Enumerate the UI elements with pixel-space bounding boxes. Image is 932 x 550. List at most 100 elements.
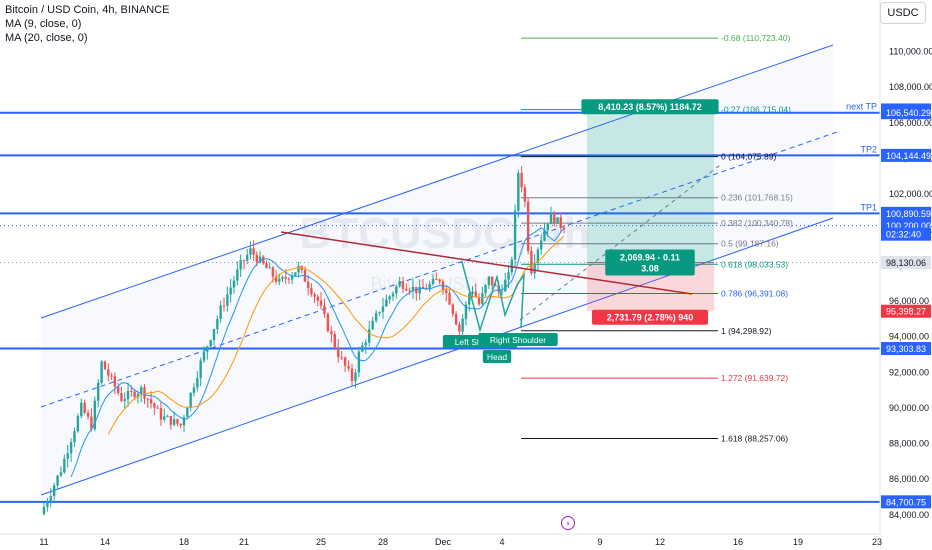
candle[interactable]	[418, 286, 421, 294]
candle[interactable]	[448, 293, 451, 305]
candle[interactable]	[123, 399, 126, 402]
candle[interactable]	[333, 333, 336, 348]
candle[interactable]	[337, 347, 340, 358]
candle[interactable]	[130, 391, 133, 393]
candle[interactable]	[411, 286, 415, 292]
candle[interactable]	[297, 266, 300, 273]
candle[interactable]	[63, 458, 66, 473]
candle[interactable]	[361, 345, 364, 352]
projection-line[interactable]	[519, 164, 721, 321]
candle[interactable]	[146, 398, 149, 400]
candle[interactable]	[76, 416, 80, 432]
lightning-icon[interactable]	[561, 516, 575, 530]
candle[interactable]	[391, 293, 395, 297]
candle[interactable]	[229, 287, 232, 295]
candle[interactable]	[202, 351, 206, 361]
candle[interactable]	[83, 402, 86, 413]
candle[interactable]	[262, 256, 265, 264]
ma9-legend[interactable]: MA (9, close, 0)	[5, 18, 82, 30]
candle[interactable]	[290, 275, 294, 280]
target-zone[interactable]	[587, 112, 714, 263]
candle[interactable]	[268, 267, 271, 269]
candle[interactable]	[249, 248, 252, 255]
candle[interactable]	[294, 272, 297, 276]
candle[interactable]	[52, 485, 56, 497]
candle[interactable]	[438, 279, 441, 282]
candle[interactable]	[347, 365, 350, 369]
candle[interactable]	[546, 223, 549, 231]
candle[interactable]	[182, 417, 186, 426]
candle[interactable]	[513, 210, 517, 260]
candle[interactable]	[236, 269, 239, 281]
candle[interactable]	[120, 393, 123, 402]
candle[interactable]	[319, 300, 323, 306]
candle[interactable]	[206, 346, 209, 352]
candle[interactable]	[59, 472, 63, 476]
candle[interactable]	[368, 329, 371, 343]
candle[interactable]	[133, 391, 136, 398]
candle[interactable]	[93, 400, 97, 430]
candle[interactable]	[364, 342, 367, 346]
candle[interactable]	[246, 254, 249, 261]
candle[interactable]	[306, 281, 310, 289]
neckline[interactable]	[280, 231, 693, 295]
price-axis[interactable]	[880, 0, 932, 550]
candle[interactable]	[388, 296, 391, 300]
candle[interactable]	[103, 361, 107, 370]
candle[interactable]	[425, 288, 428, 290]
candle[interactable]	[458, 324, 461, 332]
candle[interactable]	[199, 360, 202, 378]
candle[interactable]	[484, 285, 487, 294]
candle[interactable]	[252, 248, 255, 255]
candle[interactable]	[540, 240, 543, 250]
time-axis[interactable]	[0, 534, 880, 550]
ma9-line[interactable]	[70, 227, 565, 478]
candle[interactable]	[49, 496, 52, 502]
candle[interactable]	[481, 293, 484, 305]
candle[interactable]	[140, 387, 143, 394]
candle[interactable]	[405, 288, 408, 291]
candle[interactable]	[265, 263, 268, 269]
candle[interactable]	[274, 276, 278, 282]
ma20-line[interactable]	[107, 235, 565, 435]
candle[interactable]	[371, 320, 374, 330]
candle[interactable]	[172, 419, 176, 425]
candle[interactable]	[80, 402, 83, 417]
candle[interactable]	[428, 284, 431, 290]
candle[interactable]	[401, 281, 405, 289]
channel-mid-line[interactable]	[40, 130, 841, 408]
candle[interactable]	[56, 475, 59, 486]
candle[interactable]	[520, 173, 523, 188]
candle[interactable]	[107, 369, 110, 376]
candle[interactable]	[494, 285, 497, 287]
candle[interactable]	[239, 260, 242, 270]
candle[interactable]	[326, 314, 330, 332]
candle[interactable]	[381, 306, 385, 312]
candle[interactable]	[378, 311, 381, 314]
candle[interactable]	[323, 305, 326, 315]
candle[interactable]	[212, 329, 216, 341]
candle[interactable]	[156, 407, 159, 409]
candle[interactable]	[490, 276, 494, 286]
candle[interactable]	[116, 386, 120, 394]
candle[interactable]	[66, 453, 69, 459]
candle[interactable]	[474, 291, 477, 298]
candle[interactable]	[451, 304, 455, 315]
candle[interactable]	[281, 277, 284, 279]
candle[interactable]	[445, 290, 448, 294]
candle[interactable]	[278, 278, 281, 282]
candle[interactable]	[90, 416, 93, 430]
candle[interactable]	[100, 361, 103, 383]
candle[interactable]	[385, 299, 388, 307]
candle[interactable]	[232, 280, 236, 288]
candle[interactable]	[487, 276, 491, 286]
candle[interactable]	[136, 393, 140, 398]
candle[interactable]	[284, 277, 287, 279]
candle[interactable]	[69, 442, 73, 454]
candle[interactable]	[219, 305, 222, 319]
candle[interactable]	[343, 357, 347, 366]
candle[interactable]	[209, 340, 212, 347]
candle[interactable]	[216, 318, 219, 330]
candle[interactable]	[395, 286, 398, 294]
